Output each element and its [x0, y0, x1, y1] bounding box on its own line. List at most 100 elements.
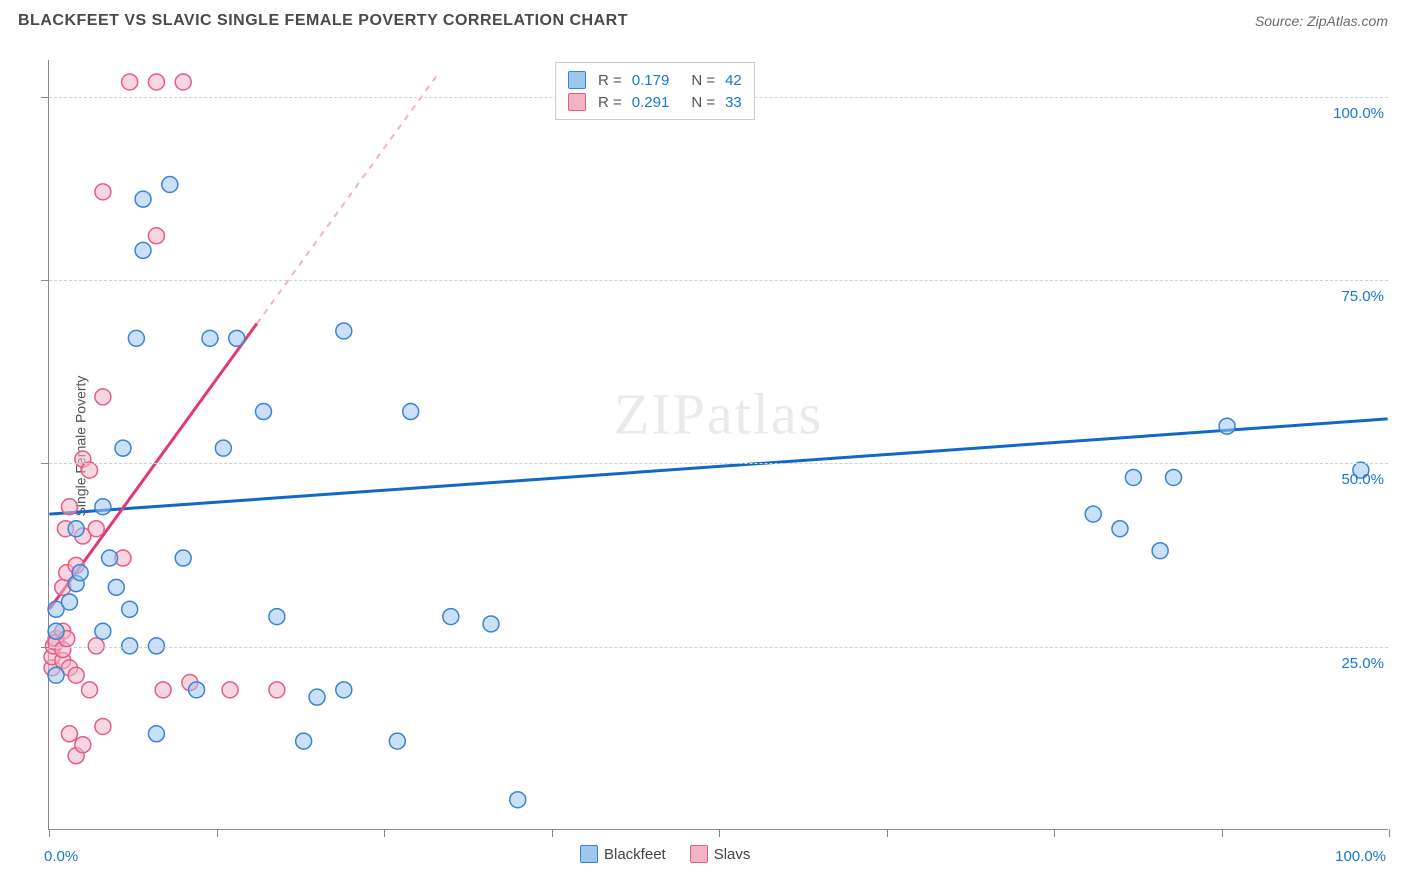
data-point [108, 579, 124, 595]
data-point [61, 499, 77, 515]
data-point [162, 177, 178, 193]
trend-line [49, 419, 1387, 514]
data-point [95, 623, 111, 639]
x-axis-min-label: 0.0% [44, 848, 78, 865]
data-point [95, 389, 111, 405]
series-legend-label: Blackfeet [604, 846, 666, 863]
x-tick [887, 829, 888, 837]
data-point [102, 550, 118, 566]
data-point [189, 682, 205, 698]
x-tick [1054, 829, 1055, 837]
data-point [1125, 469, 1141, 485]
data-point [336, 323, 352, 339]
trend-dash [257, 75, 438, 324]
legend-swatch [580, 845, 598, 863]
data-point [68, 521, 84, 537]
data-point [1152, 543, 1168, 559]
data-point [48, 623, 64, 639]
data-point [128, 330, 144, 346]
legend-r-value: 0.179 [632, 72, 670, 89]
data-point [72, 565, 88, 581]
legend-swatch [568, 93, 586, 111]
data-point [1112, 521, 1128, 537]
y-tick-label: 100.0% [1327, 105, 1384, 122]
data-point [510, 792, 526, 808]
gridline-h [49, 647, 1388, 648]
data-point [75, 737, 91, 753]
data-point [122, 74, 138, 90]
data-point [483, 616, 499, 632]
x-tick [384, 829, 385, 837]
data-point [155, 682, 171, 698]
y-tick [41, 647, 49, 648]
legend-row: R = 0.291 N = 33 [568, 91, 742, 113]
series-legend: Blackfeet Slavs [580, 845, 750, 863]
data-point [135, 191, 151, 207]
gridline-h [49, 280, 1388, 281]
series-legend-item: Blackfeet [580, 845, 666, 863]
data-point [68, 667, 84, 683]
x-tick [49, 829, 50, 837]
legend-n-value: 42 [725, 72, 742, 89]
data-point [95, 499, 111, 515]
data-point [256, 404, 272, 420]
data-point [222, 682, 238, 698]
data-point [148, 228, 164, 244]
data-point [229, 330, 245, 346]
data-point [296, 733, 312, 749]
data-point [115, 440, 131, 456]
data-point [82, 462, 98, 478]
data-point [269, 609, 285, 625]
y-tick [41, 280, 49, 281]
data-point [389, 733, 405, 749]
y-tick-label: 25.0% [1335, 655, 1384, 672]
data-point [122, 601, 138, 617]
series-legend-label: Slavs [714, 846, 751, 863]
y-tick [41, 463, 49, 464]
y-tick-label: 75.0% [1335, 288, 1384, 305]
x-tick [1389, 829, 1390, 837]
data-point [48, 667, 64, 683]
series-legend-item: Slavs [690, 845, 751, 863]
legend-n-value: 33 [725, 94, 742, 111]
data-point [148, 726, 164, 742]
data-point [202, 330, 218, 346]
legend-r-value: 0.291 [632, 94, 670, 111]
x-tick [552, 829, 553, 837]
y-tick [41, 97, 49, 98]
source-label: Source: ZipAtlas.com [1255, 13, 1388, 29]
x-axis-max-label: 100.0% [1335, 848, 1386, 865]
y-tick-label: 50.0% [1335, 471, 1384, 488]
x-tick [1222, 829, 1223, 837]
data-point [61, 594, 77, 610]
legend-n-label: N = [691, 94, 715, 111]
legend-swatch [690, 845, 708, 863]
data-point [336, 682, 352, 698]
gridline-h [49, 463, 1388, 464]
scatter-chart-svg [49, 60, 1388, 829]
legend-n-label: N = [691, 72, 715, 89]
data-point [443, 609, 459, 625]
legend-r-label: R = [598, 94, 622, 111]
data-point [95, 184, 111, 200]
correlation-legend: R = 0.179 N = 42 R = 0.291 N = 33 [555, 62, 755, 120]
data-point [148, 74, 164, 90]
data-point [175, 550, 191, 566]
data-point [175, 74, 191, 90]
chart-plot-area: ZIPatlas 25.0%50.0%75.0%100.0% [48, 60, 1388, 830]
data-point [1085, 506, 1101, 522]
data-point [88, 521, 104, 537]
data-point [1219, 418, 1235, 434]
data-point [135, 242, 151, 258]
legend-swatch [568, 71, 586, 89]
legend-r-label: R = [598, 72, 622, 89]
data-point [403, 404, 419, 420]
data-point [95, 718, 111, 734]
legend-row: R = 0.179 N = 42 [568, 69, 742, 91]
data-point [309, 689, 325, 705]
x-tick [719, 829, 720, 837]
chart-title: BLACKFEET VS SLAVIC SINGLE FEMALE POVERT… [18, 12, 628, 30]
data-point [61, 726, 77, 742]
data-point [269, 682, 285, 698]
data-point [1166, 469, 1182, 485]
